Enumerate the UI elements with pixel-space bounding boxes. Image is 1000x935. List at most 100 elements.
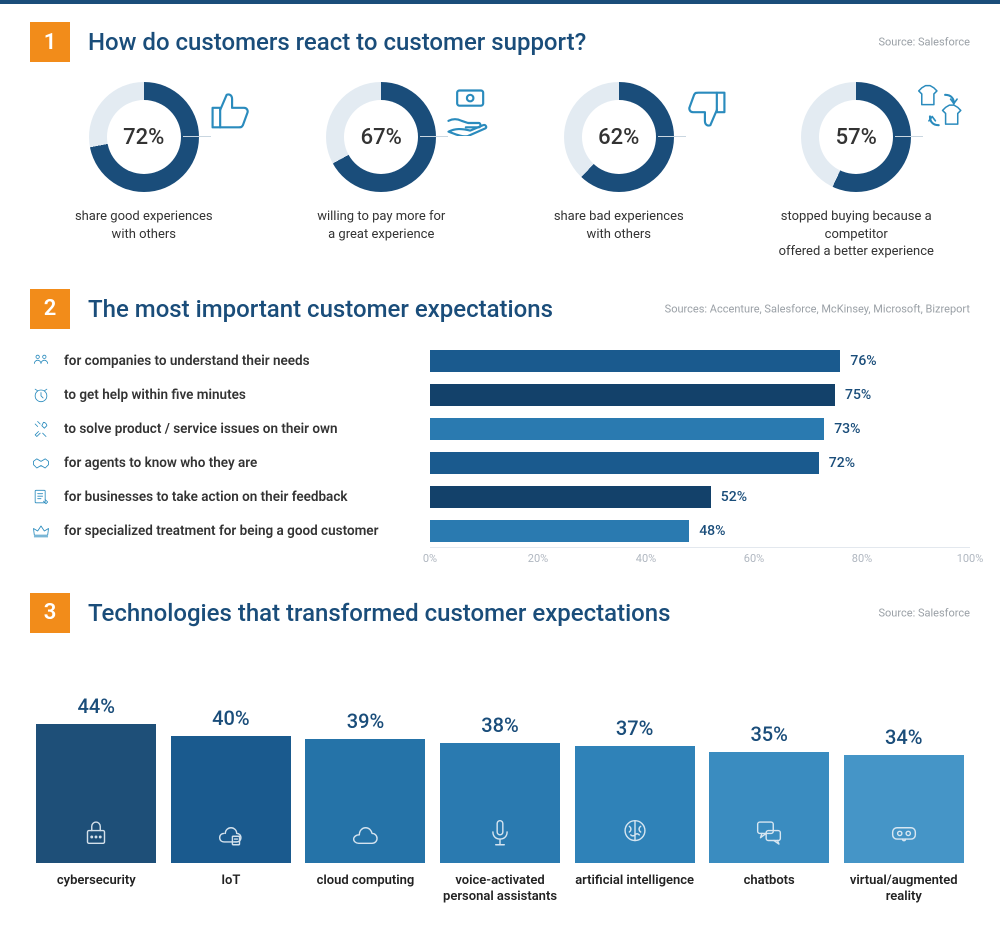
donut-caption: share bad experiences with others xyxy=(505,208,733,243)
column-label: virtual/augmented reality xyxy=(843,873,964,906)
bar-value: 76% xyxy=(850,353,876,369)
people-icon xyxy=(30,350,52,372)
bar-value: 73% xyxy=(834,421,860,437)
donut-caption: willing to pay more for a great experien… xyxy=(268,208,496,243)
iot-icon xyxy=(214,815,248,853)
column-value: 39% xyxy=(347,709,384,733)
column-label: chatbots xyxy=(709,873,830,906)
cash-hand-icon xyxy=(438,80,498,140)
section-header: 1 How do customers react to customer sup… xyxy=(30,22,970,62)
feedback-icon xyxy=(30,486,52,508)
mic-icon xyxy=(483,815,517,853)
bar-row: 73% xyxy=(430,417,970,441)
column-bar xyxy=(36,724,156,863)
axis-tick: 40% xyxy=(636,552,656,565)
bar-fill xyxy=(430,486,711,508)
column-chart: 44% 40% 39% 38% 37% 35% 34 xyxy=(30,653,970,863)
bar-label: for specialized treatment for being a go… xyxy=(64,523,378,539)
axis-tick: 20% xyxy=(528,552,548,565)
crown-icon xyxy=(30,520,52,542)
column-value: 37% xyxy=(616,716,653,740)
bar-label: to solve product / service issues on the… xyxy=(64,421,338,437)
axis-tick: 0% xyxy=(423,552,437,565)
lock-icon xyxy=(79,815,113,853)
column-label: IoT xyxy=(171,873,292,906)
bar-label-row: for agents to know who they are xyxy=(30,451,410,475)
donut-caption: share good experiences with others xyxy=(30,208,258,243)
brain-icon xyxy=(618,815,652,853)
column-value: 35% xyxy=(750,722,787,746)
section-title: The most important customer expectations xyxy=(88,295,553,323)
column-value: 44% xyxy=(78,694,115,718)
donut-value: 67% xyxy=(344,100,418,174)
column-label: voice-activated personal assistants xyxy=(440,873,561,906)
donut-caption: stopped buying because a competitor offe… xyxy=(743,208,971,261)
donut-stat: 72% share good experiences with others xyxy=(30,82,258,261)
column-bar xyxy=(440,743,560,863)
bar-label-row: to get help within five minutes xyxy=(30,383,410,407)
clock-icon xyxy=(30,384,52,406)
donut-ring: 62% xyxy=(564,82,674,192)
bar-label: for agents to know who they are xyxy=(64,455,257,471)
thumbs-up-icon xyxy=(201,80,261,140)
bar-row: 75% xyxy=(430,383,970,407)
axis-tick: 80% xyxy=(852,552,872,565)
bar-label-row: to solve product / service issues on the… xyxy=(30,417,410,441)
bar-labels-column: for companies to understand their needs … xyxy=(30,349,410,565)
axis-tick: 60% xyxy=(744,552,764,565)
column-bar xyxy=(171,736,291,862)
section-source: Source: Salesforce xyxy=(879,606,971,619)
donut-ring: 57% xyxy=(801,82,911,192)
bar-label: for companies to understand their needs xyxy=(64,353,310,369)
bar-fill xyxy=(430,350,840,372)
column-bar xyxy=(844,755,964,862)
shirt-swap-icon xyxy=(913,80,973,140)
bar-value: 75% xyxy=(845,387,871,403)
column-label: cybersecurity xyxy=(36,873,157,906)
bar-row: 72% xyxy=(430,451,970,475)
donut-stat: 67% willing to pay more for a great expe… xyxy=(268,82,496,261)
bar-row: 76% xyxy=(430,349,970,373)
section-source: Source: Salesforce xyxy=(879,36,971,49)
handshake-icon xyxy=(30,452,52,474)
donut-value: 57% xyxy=(819,100,893,174)
column-item: 38% xyxy=(440,713,561,863)
bar-chart-area: 76% 75% 73% 72% 52% 48% 0%20%40%60%80%10… xyxy=(430,349,970,565)
column-item: 37% xyxy=(574,716,695,863)
donut-stat: 57% stopped buying because a competitor … xyxy=(743,82,971,261)
column-item: 39% xyxy=(305,709,426,862)
section-header: 2 The most important customer expectatio… xyxy=(30,289,970,329)
donut-chart-row: 72% share good experiences with others 6… xyxy=(30,82,970,261)
column-label: artificial intelligence xyxy=(574,873,695,906)
horizontal-bar-chart: for companies to understand their needs … xyxy=(30,349,970,565)
vr-icon xyxy=(887,815,921,853)
bar-value: 48% xyxy=(699,523,725,539)
column-item: 35% xyxy=(709,722,830,863)
donut-value: 62% xyxy=(582,100,656,174)
column-item: 34% xyxy=(843,725,964,862)
section-number-badge: 2 xyxy=(30,289,70,329)
bar-label-row: for businesses to take action on their f… xyxy=(30,485,410,509)
section-technologies: 3 Technologies that transformed customer… xyxy=(0,575,1000,935)
section-header: 3 Technologies that transformed customer… xyxy=(30,593,970,633)
column-bar xyxy=(575,746,695,863)
bar-row: 48% xyxy=(430,519,970,543)
column-value: 34% xyxy=(885,725,922,749)
bar-x-axis: 0%20%40%60%80%100% xyxy=(430,547,970,565)
bar-row: 52% xyxy=(430,485,970,509)
cloud-icon xyxy=(348,815,382,853)
bar-fill xyxy=(430,520,689,542)
section-number-badge: 1 xyxy=(30,22,70,62)
bar-label-row: for companies to understand their needs xyxy=(30,349,410,373)
column-labels-row: cybersecurityIoTcloud computingvoice-act… xyxy=(30,863,970,926)
column-item: 40% xyxy=(171,706,292,862)
chat-icon xyxy=(752,815,786,853)
donut-ring: 67% xyxy=(326,82,436,192)
bar-value: 52% xyxy=(721,489,747,505)
section-expectations: 2 The most important customer expectatio… xyxy=(0,271,1000,575)
bar-fill xyxy=(430,384,835,406)
donut-stat: 62% share bad experiences with others xyxy=(505,82,733,261)
column-item: 44% xyxy=(36,694,157,863)
tools-icon xyxy=(30,418,52,440)
column-bar xyxy=(305,739,425,862)
